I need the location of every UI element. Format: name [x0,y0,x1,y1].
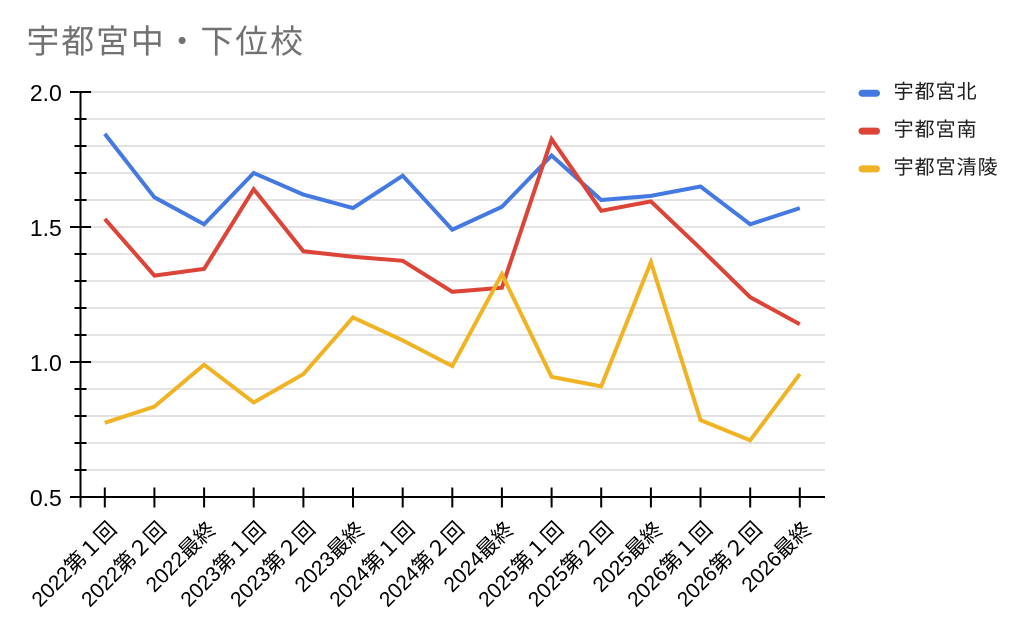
svg-text:1.5: 1.5 [30,215,62,241]
svg-text:2.0: 2.0 [30,80,62,106]
svg-text:0.5: 0.5 [30,485,62,511]
svg-text:1.0: 1.0 [30,350,62,376]
